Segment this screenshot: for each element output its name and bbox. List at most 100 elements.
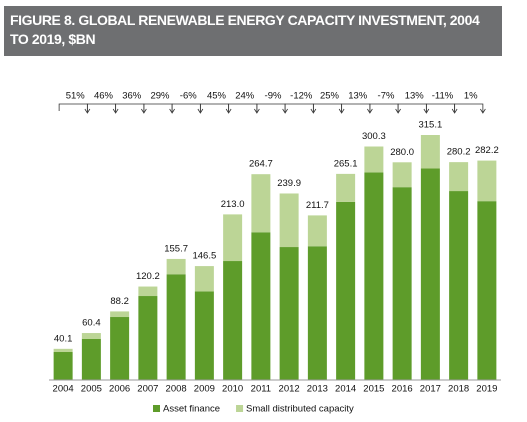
growth-label: -7% <box>378 91 395 102</box>
legend-label: Asset finance <box>163 404 220 415</box>
bar-segment <box>364 172 384 380</box>
value-label: 213.0 <box>221 199 245 210</box>
value-label: 265.1 <box>334 158 358 169</box>
growth-bracket <box>143 103 175 114</box>
bar-segment <box>477 201 497 380</box>
growth-label: -6% <box>180 91 197 102</box>
value-label: 60.4 <box>82 318 101 329</box>
growth-label: 36% <box>122 91 142 102</box>
growth-bracket <box>369 103 401 114</box>
bar-segment <box>392 187 412 380</box>
growth-bracket <box>397 103 430 114</box>
x-tick-label: 2011 <box>251 384 271 395</box>
bar-segment <box>194 266 214 292</box>
x-tick-label: 2012 <box>279 384 300 395</box>
x-tick-label: 2013 <box>307 384 328 395</box>
bar-segment <box>138 286 158 297</box>
legend-swatch <box>236 405 244 412</box>
bar-segment <box>53 348 73 353</box>
growth-label: 13% <box>405 91 425 102</box>
x-tick-label: 2009 <box>194 384 215 395</box>
bar-segment <box>449 191 469 380</box>
bar-segment <box>81 338 101 380</box>
growth-label: -9% <box>265 91 282 102</box>
growth-label: 13% <box>348 91 368 102</box>
x-tick-label: 2005 <box>81 384 102 395</box>
bar-segment <box>110 317 130 380</box>
x-tick-label: 2004 <box>53 384 74 395</box>
bar-segment <box>279 247 299 380</box>
bar-segment <box>336 173 356 202</box>
x-tick-label: 2014 <box>335 384 356 395</box>
bar-segment <box>307 246 327 380</box>
growth-label: 45% <box>207 91 227 102</box>
bar-segment <box>194 291 214 380</box>
x-tick-label: 2006 <box>109 384 130 395</box>
legend-swatch <box>153 405 160 412</box>
x-tick-label: 2017 <box>420 384 441 395</box>
bar-segment <box>53 352 73 380</box>
bar-segment <box>251 174 271 233</box>
bar-segment <box>420 168 440 380</box>
x-tick-label: 2007 <box>137 384 158 395</box>
value-label: 264.7 <box>249 159 273 170</box>
growth-label: 25% <box>320 91 340 102</box>
x-tick-label: 2016 <box>392 384 413 395</box>
value-label: 155.7 <box>164 243 188 254</box>
bar-segment <box>307 215 327 247</box>
growth-bracket <box>312 103 345 114</box>
growth-bracket <box>58 103 91 114</box>
bar-segment <box>477 160 497 202</box>
bar-segment <box>336 201 356 380</box>
x-tick-label: 2010 <box>222 384 243 395</box>
growth-bracket <box>199 103 232 114</box>
value-label: 211.7 <box>306 200 329 211</box>
bar-segment <box>81 333 101 339</box>
bar-segment <box>138 296 158 380</box>
bar-segment <box>279 193 299 248</box>
bar-segment <box>449 162 469 192</box>
growth-label: 24% <box>235 91 255 102</box>
value-label: 315.1 <box>418 120 442 131</box>
value-label: 239.9 <box>277 178 301 189</box>
chart-title: FIGURE 8. GLOBAL RENEWABLE ENERGY CAPACI… <box>4 6 502 56</box>
value-label: 40.1 <box>54 333 73 344</box>
value-label: 88.2 <box>110 296 129 307</box>
bar-segment <box>223 261 243 380</box>
growth-label: -12% <box>290 91 313 102</box>
value-label: 300.3 <box>362 131 386 142</box>
value-label: 146.5 <box>192 251 216 262</box>
x-tick-label: 2015 <box>363 384 384 395</box>
x-tick-label: 2018 <box>448 384 469 395</box>
growth-bracket <box>256 103 288 114</box>
value-label: 280.2 <box>447 147 471 158</box>
x-tick-label: 2008 <box>166 384 187 395</box>
bar-segment <box>166 274 186 380</box>
growth-label: 46% <box>94 91 114 102</box>
growth-bracket <box>171 103 204 114</box>
bar-segment <box>223 214 243 262</box>
growth-label: 51% <box>66 91 86 102</box>
growth-bracket <box>228 103 260 114</box>
legend-label: Small distributed capacity <box>246 404 354 415</box>
growth-bracket <box>86 103 119 114</box>
growth-bracket <box>284 103 317 114</box>
growth-bracket <box>341 103 373 114</box>
growth-label: 29% <box>150 91 170 102</box>
bar-segment <box>420 135 440 169</box>
bar-segment <box>166 258 186 275</box>
growth-label: -11% <box>432 91 454 102</box>
growth-bracket <box>454 103 486 114</box>
value-label: 120.2 <box>136 271 160 282</box>
growth-label: 1% <box>464 91 478 102</box>
bar-segment <box>251 232 271 380</box>
growth-bracket <box>425 103 458 114</box>
value-label: 280.0 <box>390 147 414 158</box>
bar-segment <box>110 311 130 318</box>
bar-segment <box>392 162 412 188</box>
x-tick-label: 2019 <box>476 384 497 395</box>
value-label: 282.2 <box>475 145 499 156</box>
bar-segment <box>364 146 384 173</box>
